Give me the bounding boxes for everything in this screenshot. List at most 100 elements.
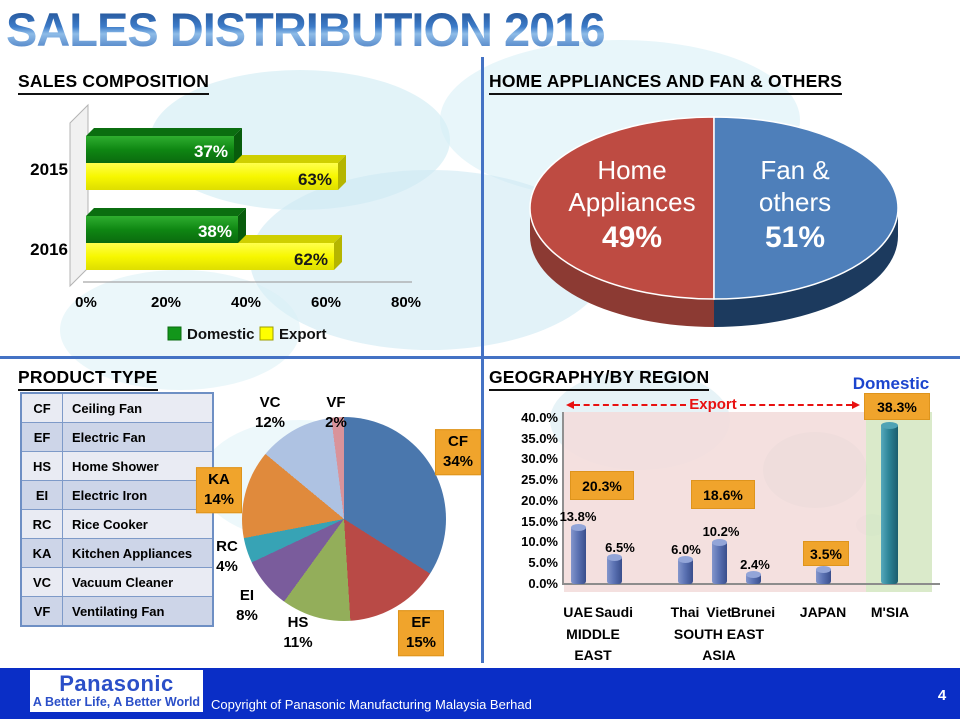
product-type-table: CF Ceiling Fan EF Electric Fan HS Home Show… [20,392,214,627]
geo-x-thai: Thai [670,604,700,620]
sales-composition-heading: SALES COMPOSITION [18,71,210,95]
domestic-label: Domestic [852,374,930,393]
pie-label-ei: EI 8% [236,586,258,626]
product-name-cell: Electric Fan [62,422,214,452]
product-code-cell: HS [20,451,63,481]
horizontal-divider [0,356,960,359]
product-name-cell: Ceiling Fan [62,392,214,423]
product-code-cell: VC [20,567,63,597]
pie-label-ka: KA 14% [195,467,243,513]
x-tick-20: 20% [151,294,181,311]
pie-label-rc: RC 4% [216,537,238,577]
pie-label-pct: 11% [283,634,313,651]
export-bar-side-2015 [338,155,346,190]
pie-label-pct: 2% [325,414,347,431]
legend-swatch-domestic [167,326,182,341]
domestic-bar-2015 [86,136,234,163]
pie-label-vf: VF 2% [325,393,347,433]
group-sea-line1: SOUTH EAST [673,626,765,642]
arrow-dash [574,404,687,406]
fan-label-line2: others [759,187,831,217]
pie-label-pct: 12% [254,414,286,431]
product-type-pie [242,417,446,621]
geo-y-tick: 35.0% [521,431,558,446]
logo-title: Panasonic [59,670,174,696]
geo-y-tick: 10.0% [521,534,558,549]
fan-label-line1: Fan & [760,155,829,185]
table-row: VF Ventilating Fan [20,596,214,627]
sales-composition-chart: 37% 63% 38% 62% 2015 2016 0% 20% 40% 60%… [30,103,421,343]
product-code-cell: CF [20,392,63,423]
pie-label-code: CF [448,433,468,451]
middle-east-total-box: 20.3% [570,471,634,500]
geography-heading: GEOGRAPHY/BY REGION [489,367,710,391]
pie-label-code: EF [411,614,431,632]
geo-x-viet: Viet [706,604,732,620]
x-tick-80: 80% [391,294,421,311]
pie-label-pct: 34% [442,453,474,470]
export-arrow: Export [566,396,861,413]
group-middle-east-line2: EAST [574,647,612,663]
product-name-cell: Vacuum Cleaner [62,567,214,597]
product-code-cell: EF [20,422,63,452]
geo-value-saudi: 6.5% [605,540,635,555]
geo-value-brunei: 2.4% [740,557,770,572]
export-2016-value: 62% [294,250,328,269]
pie-label-pct: 8% [236,607,258,624]
product-name-cell: Home Shower [62,451,214,481]
pie-rim-left [530,208,714,327]
geo-y-tick: 25.0% [521,472,558,487]
home-label-line2: Appliances [568,187,695,217]
pie-label-code: VC [259,394,281,412]
x-tick-60: 60% [311,294,341,311]
product-code-cell: RC [20,509,63,539]
table-row: EF Electric Fan [20,422,214,452]
export-bar-2015 [86,163,338,190]
domestic-band [866,412,932,592]
legend-swatch-export [259,326,274,341]
fan-pct: 51% [765,221,825,254]
pie-label-code: EI [239,587,255,605]
geo-value-uae: 13.8% [559,509,597,524]
group-sea-line2: ASIA [702,647,736,663]
geo-bar-uae [571,523,586,584]
pie-slice-fan-others [713,116,899,300]
legend-export: Export [279,326,327,343]
geo-bar-japan [816,566,831,584]
pie-slice-home-appliances [529,116,715,300]
product-name-cell: Rice Cooker [62,509,214,539]
chart-3d-wall [69,103,89,288]
domestic-bar-side-2016 [238,208,246,243]
product-code-cell: KA [20,538,63,568]
geo-x-brunei: Brunei [730,604,776,620]
pie-label-ef: EF 15% [397,610,445,656]
panasonic-logo: Panasonic A Better Life, A Better World [30,670,203,712]
arrow-left-icon [566,400,574,409]
geo-x-uae: UAE [563,604,593,620]
pie-label-code: HS [287,614,309,632]
south-east-asia-total-box: 18.6% [691,480,755,509]
geo-y-tick: 5.0% [528,555,558,570]
legend-domestic: Domestic [187,326,255,343]
pie-label-pct: 14% [203,491,235,508]
geo-bar-msia [881,422,898,584]
product-code-cell: EI [20,480,63,510]
category-2015: 2015 [30,160,68,179]
vertical-divider [481,57,484,663]
pie-label-pct: 15% [405,634,437,651]
x-tick-40: 40% [231,294,261,311]
table-row: RC Rice Cooker [20,509,214,539]
product-name-cell: Kitchen Appliances [62,538,214,568]
pie-label-vc: VC 12% [255,393,285,433]
domestic-bar-top-2015 [86,128,242,136]
geo-y-tick: 15.0% [521,514,558,529]
appliances-heading: HOME APPLIANCES AND FAN & OTHERS [489,71,843,95]
table-row: VC Vacuum Cleaner [20,567,214,597]
msia-total-box: 38.3% [864,393,930,420]
geo-x-japan: JAPAN [799,604,847,620]
export-bar-side-2016 [334,235,342,270]
domestic-bar-side-2015 [234,128,242,163]
arrow-dash [739,404,853,406]
geo-bar-thai [678,556,693,584]
export-label: Export [689,396,737,413]
